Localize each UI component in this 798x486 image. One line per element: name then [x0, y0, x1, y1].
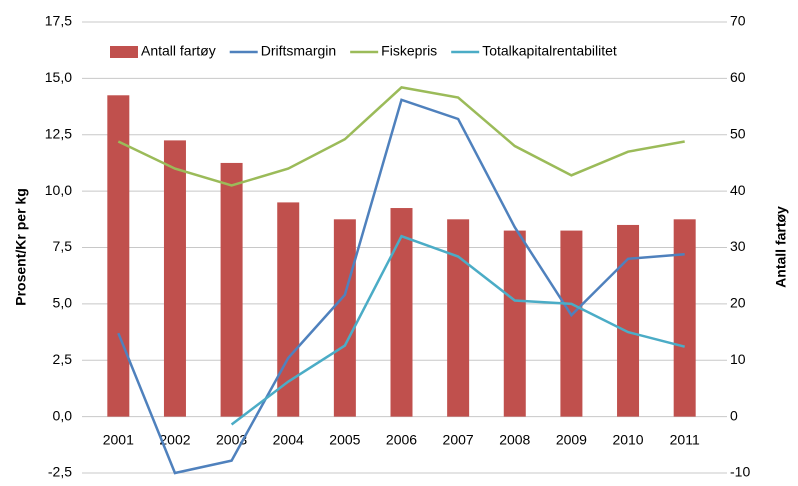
- y2-tick-label: 70: [730, 13, 746, 29]
- y2-axis-title: Antall fartøy: [773, 206, 789, 288]
- x-tick-label: 2011: [670, 431, 700, 447]
- x-tick-label: 2006: [386, 431, 417, 447]
- y2-tick-label: 40: [730, 182, 746, 198]
- y-axis-title: Prosent/Kr per kg: [13, 188, 29, 305]
- y-tick-label: 5,0: [53, 295, 73, 311]
- line: [117, 86, 685, 187]
- line: [230, 234, 685, 426]
- bar: [503, 230, 526, 417]
- bar: [390, 208, 413, 417]
- legend-label: Driftsmargin: [261, 43, 336, 59]
- y2-tick-label: 20: [730, 295, 746, 311]
- line: [117, 98, 685, 475]
- x-tick-label: 2004: [273, 431, 304, 447]
- y-tick-label: 2,5: [53, 351, 73, 367]
- y2-tick-label: 60: [730, 69, 746, 85]
- y-tick-label: 15,0: [45, 69, 72, 85]
- y2-tick-label: 10: [730, 351, 746, 367]
- x-tick-label: 2001: [103, 431, 134, 447]
- x-tick-label: 2005: [329, 431, 360, 447]
- bar: [333, 219, 356, 417]
- bar: [617, 224, 640, 417]
- bar: [107, 95, 130, 417]
- y-tick-label: -2,5: [48, 464, 72, 480]
- bar: [673, 219, 696, 417]
- x-tick-label: 2002: [159, 431, 190, 447]
- y2-tick-label: -10: [730, 464, 750, 480]
- y-tick-label: 12,5: [45, 125, 72, 141]
- y-tick-label: 10,0: [45, 182, 72, 198]
- y2-tick-label: 30: [730, 238, 746, 254]
- x-tick-label: 2008: [499, 431, 530, 447]
- x-tick-label: 2003: [216, 431, 247, 447]
- y2-tick-label: 0: [730, 407, 738, 423]
- bar: [560, 230, 583, 417]
- y-tick-label: 0,0: [53, 407, 73, 423]
- y-tick-label: 17,5: [45, 13, 72, 29]
- y-tick-label: 7,5: [53, 238, 73, 254]
- legend-label: Fiskepris: [381, 43, 437, 59]
- y2-tick-label: 50: [730, 125, 746, 141]
- x-tick-label: 2010: [612, 431, 643, 447]
- bar: [163, 140, 186, 417]
- bar: [447, 219, 470, 417]
- x-tick-label: 2007: [443, 431, 474, 447]
- bar: [277, 202, 300, 417]
- legend-label: Antall fartøy: [141, 43, 216, 59]
- legend-swatch: [110, 46, 138, 58]
- bar: [220, 162, 243, 417]
- legend-label: Totalkapitalrentabilitet: [482, 43, 617, 59]
- x-tick-label: 2009: [556, 431, 587, 447]
